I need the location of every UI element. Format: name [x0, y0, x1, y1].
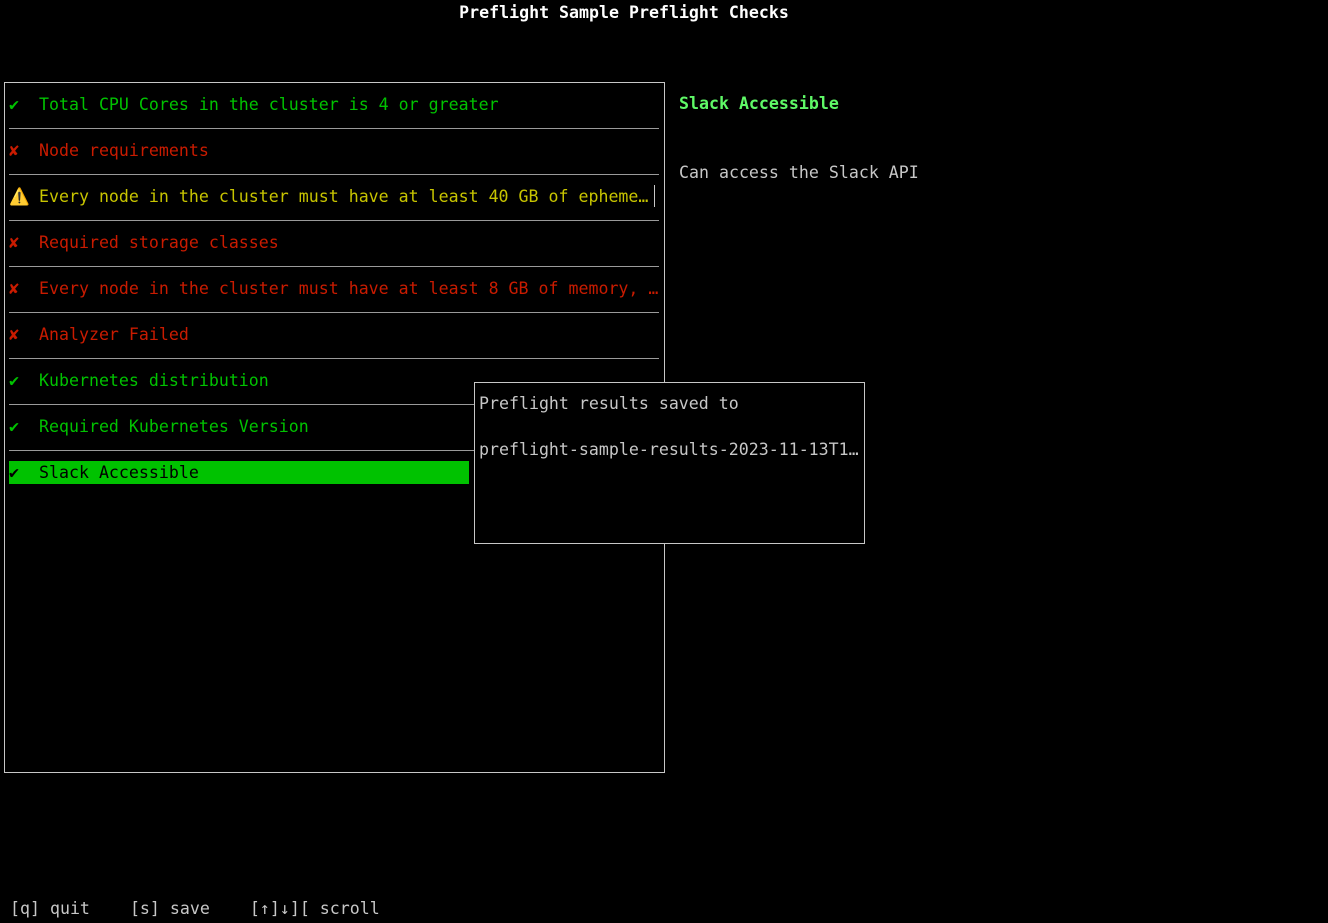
row-divider — [9, 220, 659, 221]
row-divider — [9, 404, 659, 405]
check-row[interactable]: ✔ Kubernetes distribution — [9, 369, 659, 392]
check-row[interactable]: ✘ Node requirements — [9, 139, 659, 162]
key-hints: [q] quit [s] save [↑]↓][ scroll — [10, 898, 420, 920]
check-row[interactable]: ⚠️ Every node in the cluster must have at… — [9, 185, 659, 208]
check-label: Analyzer Failed — [39, 325, 189, 344]
check-label: Every node in the cluster must have at l… — [39, 187, 649, 206]
check-label: Total CPU Cores in the cluster is 4 or g… — [39, 95, 499, 114]
check-row[interactable]: ✔ Total CPU Cores in the cluster is 4 or … — [9, 93, 659, 116]
popup-message: Preflight results saved to — [479, 394, 739, 413]
row-divider — [9, 312, 659, 313]
check-row[interactable]: ✘ Every node in the cluster must have at … — [9, 277, 659, 300]
row-divider — [9, 358, 659, 359]
row-divider — [9, 450, 659, 451]
row-divider — [9, 128, 659, 129]
cross-icon: ✘ — [9, 279, 19, 298]
quit-hint[interactable]: [q] quit — [10, 899, 90, 918]
row-divider — [9, 174, 659, 175]
check-icon: ✔ — [9, 417, 19, 436]
window-title: Preflight Sample Preflight Checks — [459, 3, 789, 22]
check-label: Required storage classes — [39, 233, 279, 252]
check-icon: ✔ — [9, 463, 19, 482]
check-row[interactable]: ✘ Required storage classes — [9, 231, 659, 254]
check-row[interactable]: ✘ Analyzer Failed — [9, 323, 659, 346]
check-row[interactable]: ✔ Slack Accessible — [9, 461, 469, 484]
check-label: Required Kubernetes Version — [39, 417, 309, 436]
row-divider — [9, 266, 659, 267]
check-icon: ✔ — [9, 95, 19, 114]
check-label: Every node in the cluster must have at l… — [39, 279, 659, 298]
scroll-hint[interactable]: [↑]↓][ scroll — [249, 899, 380, 918]
popup-filename: preflight-sample-results-2023-11-13T1… — [479, 440, 859, 459]
cross-icon: ✘ — [9, 141, 19, 160]
check-icon: ✔ — [9, 371, 19, 390]
detail-title: Slack Accessible — [679, 94, 839, 113]
check-label: Kubernetes distribution — [39, 371, 269, 390]
cross-icon: ✘ — [9, 233, 19, 252]
text-cursor — [654, 185, 655, 207]
check-row[interactable]: ✔ Required Kubernetes Version — [9, 415, 659, 438]
warning-icon: ⚠️ — [9, 187, 30, 206]
save-result-popup: Preflight results saved to preflight-sam… — [474, 382, 865, 544]
cross-icon: ✘ — [9, 325, 19, 344]
check-label: Node requirements — [39, 141, 209, 160]
check-label: Slack Accessible — [39, 463, 199, 482]
save-hint[interactable]: [s] save — [129, 899, 210, 918]
detail-message: Can access the Slack API — [679, 163, 919, 182]
